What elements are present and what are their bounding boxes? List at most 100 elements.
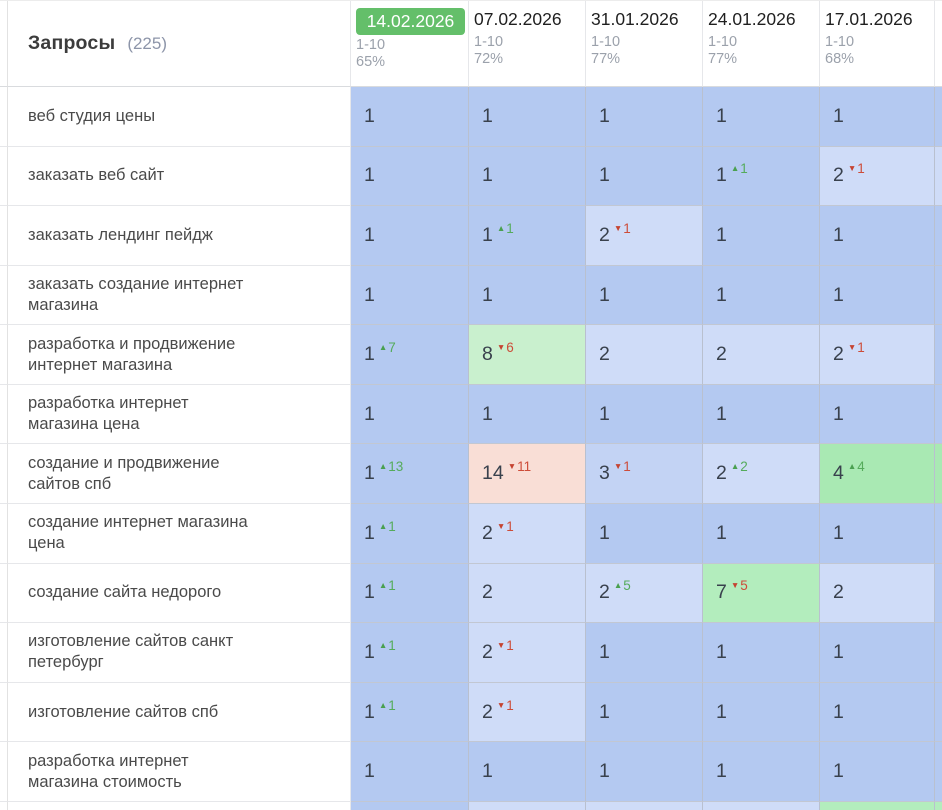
position-cell[interactable]: 1 ▲ 13 [351,444,469,505]
position-cell[interactable]: 1 [586,265,703,326]
position-cell[interactable]: 2 ▼ 1 [469,623,586,683]
position-cell[interactable]: 2 [586,325,703,385]
position-cell[interactable]: 1 [469,384,586,445]
position-cell[interactable]: 7 ▼ 5 [703,563,820,624]
position-cell[interactable]: 1 [703,742,820,802]
position-up-indicator: ▲ 1 [731,162,748,176]
position-cell[interactable]: 1 [820,742,935,802]
keyword-cell[interactable]: изготовление сайтов санкт петербург [8,623,351,683]
position-cell[interactable]: 1 ▲ 1 [469,206,586,266]
position-cell[interactable]: 1 [351,742,469,802]
position-cell[interactable]: 1 [469,742,586,802]
triangle-down-icon: ▼ [496,342,506,353]
position-cell[interactable] [351,801,469,810]
position-cell[interactable]: 1 [351,87,469,147]
position-cell[interactable]: 1 [820,682,935,743]
position-cell[interactable]: 1 [469,265,586,326]
position-cell[interactable]: 1 [469,87,586,147]
keyword-cell[interactable]: разработка и продвижение интернет магази… [8,325,351,385]
position-cell[interactable]: 1 [703,265,820,326]
position-cell[interactable] [586,801,703,810]
keyword-cell[interactable]: заказать создание интернет магазина [8,265,351,326]
position-value: 1 [599,760,610,783]
position-cell[interactable]: 1 [820,206,935,266]
keyword-cell[interactable]: разработка интернет магазина стоимость [8,742,351,802]
gutter-cell [0,682,8,743]
position-cell[interactable]: 2 [820,563,935,624]
position-cell[interactable]: 1 ▲ 1 [351,682,469,743]
active-date-badge[interactable]: 14.02.2026 [356,8,465,35]
keyword-cell[interactable] [8,801,351,810]
triangle-down-icon: ▼ [613,461,623,472]
position-cell[interactable]: 1 ▲ 7 [351,325,469,385]
keyword-cell[interactable]: создание интернет магазина цена [8,504,351,564]
position-cell[interactable]: 1 [351,265,469,326]
date-column-header[interactable]: 14.02.2026 1-10 65% [351,1,469,87]
keyword-label: заказать лендинг пейдж [28,225,213,244]
keyword-cell[interactable]: разработка интернет магазина цена [8,384,351,445]
position-value: 1 [599,521,610,544]
position-cell[interactable]: 2 ▲ 5 [586,563,703,624]
position-cell[interactable]: 2 ▼ 1 [586,206,703,266]
position-cell[interactable]: 1 [586,146,703,207]
keyword-cell[interactable]: создание сайта недорого [8,563,351,624]
position-cell[interactable]: 2 ▼ 1 [469,504,586,564]
keyword-label: изготовление сайтов санкт петербург [28,632,234,672]
position-cell[interactable]: 1 [586,504,703,564]
position-value: 1 [833,521,844,544]
position-cell[interactable]: 2 ▼ 1 [820,325,935,385]
position-cell[interactable]: 1 [820,504,935,564]
position-cell[interactable]: 2 [703,325,820,385]
position-cell[interactable]: 2 ▼ 1 [820,146,935,207]
keyword-cell[interactable]: заказать веб сайт [8,146,351,207]
position-cell[interactable]: 1 [351,206,469,266]
gutter-cell [0,146,8,207]
position-cell[interactable]: 1 [703,206,820,266]
position-cell[interactable]: 1 ▲ 1 [351,504,469,564]
date-column-header[interactable]: 24.01.2026 1-10 77% [703,1,820,87]
position-cell[interactable]: 1 ▲ 1 [351,623,469,683]
position-cell[interactable]: 1 [586,384,703,445]
top10-percent-label: 68% [825,51,855,67]
position-cell[interactable]: 1 [703,384,820,445]
position-cell[interactable] [820,801,935,810]
position-cell[interactable]: 1 ▲ 1 [351,563,469,624]
position-cell[interactable]: 4 ▲ 4 [820,444,935,505]
date-column-header[interactable]: 31.01.2026 1-10 77% [586,1,703,87]
position-cell[interactable]: 1 [820,87,935,147]
position-cell[interactable]: 1 ▲ 1 [703,146,820,207]
position-cell[interactable]: 1 [351,384,469,445]
position-cell[interactable]: 1 [586,87,703,147]
keyword-cell[interactable]: веб студия цены [8,87,351,147]
keyword-cell[interactable]: заказать лендинг пейдж [8,206,351,266]
position-cell[interactable] [703,801,820,810]
position-cell[interactable]: 1 [703,87,820,147]
keyword-cell[interactable]: изготовление сайтов спб [8,682,351,743]
position-cell[interactable]: 1 [703,682,820,743]
keyword-cell[interactable]: создание и продвижение сайтов спб [8,444,351,505]
position-value: 1 [364,700,375,723]
position-cell[interactable]: 1 [820,623,935,683]
position-cell[interactable]: 2 ▲ 2 [703,444,820,505]
position-up-indicator: ▲ 4 [848,460,865,474]
date-column-header[interactable]: 17.01.2026 1-10 68% [820,1,935,87]
position-cell[interactable]: 1 [586,742,703,802]
position-cell[interactable]: 1 [351,146,469,207]
position-cell[interactable]: 1 [586,682,703,743]
position-cell[interactable]: 1 [703,504,820,564]
position-cell[interactable] [469,801,586,810]
date-column-header[interactable]: 07.02.2026 1-10 72% [469,1,586,87]
position-cell[interactable]: 14 ▼ 11 [469,444,586,505]
gutter-cell [0,87,8,147]
position-cell[interactable]: 8 ▼ 6 [469,325,586,385]
position-cell[interactable]: 3 ▼ 1 [586,444,703,505]
position-cell[interactable]: 1 [586,623,703,683]
position-cell[interactable]: 1 [820,265,935,326]
position-cell[interactable]: 1 [703,623,820,683]
position-value: 1 [716,223,727,246]
position-cell[interactable]: 2 [469,563,586,624]
position-cell[interactable]: 1 [820,384,935,445]
position-value: 1 [364,402,375,425]
position-cell[interactable]: 2 ▼ 1 [469,682,586,743]
position-cell[interactable]: 1 [469,146,586,207]
